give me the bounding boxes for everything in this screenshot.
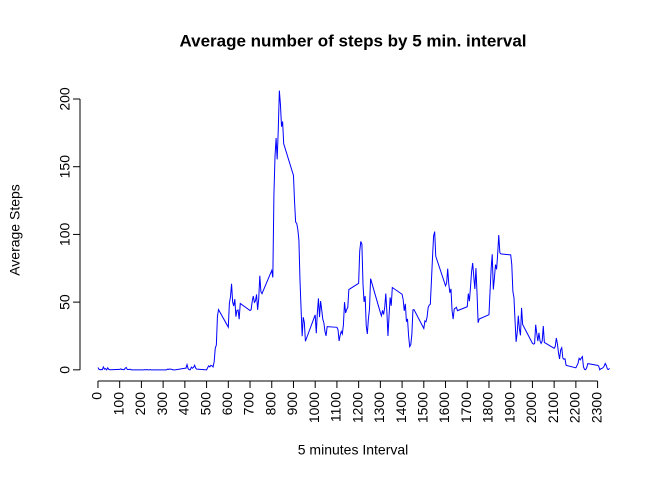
x-tick-label: 0 [89,392,105,400]
y-tick-label: 50 [57,294,73,310]
x-tick-label: 1000 [306,392,322,423]
x-tick-label: 1200 [349,392,365,423]
x-tick-label: 1400 [393,392,409,423]
x-tick-label: 2100 [545,392,561,423]
x-tick-label: 2200 [567,392,583,423]
x-tick-label: 1100 [328,392,344,422]
x-tick-label: 2000 [523,392,539,423]
x-tick-label: 1800 [480,392,496,423]
x-tick-label: 500 [197,392,213,416]
x-tick-label: 600 [219,392,235,416]
y-tick-label: 200 [57,87,73,111]
y-tick-label: 150 [57,155,73,179]
x-tick-label: 1300 [371,392,387,423]
data-line [97,90,610,371]
x-tick-label: 900 [284,392,300,416]
x-axis-label: 5 minutes Interval [298,442,409,458]
x-tick-label: 1700 [458,392,474,423]
x-tick-label: 200 [132,392,148,416]
x-tick-label: 400 [176,392,192,416]
y-tick-label: 100 [57,223,73,247]
x-tick-label: 1500 [415,392,431,423]
x-tick-label: 1900 [501,392,517,423]
chart-title: Average number of steps by 5 min. interv… [179,31,526,50]
y-axis-label: Average Steps [7,184,23,276]
x-tick-label: 700 [241,392,257,416]
y-tick-label: 0 [57,366,73,374]
x-tick-label: 800 [262,392,278,416]
x-tick-label: 100 [110,392,126,416]
x-tick-label: 1600 [436,392,452,423]
x-tick-label: 300 [154,392,170,416]
x-tick-label: 2300 [588,392,604,423]
